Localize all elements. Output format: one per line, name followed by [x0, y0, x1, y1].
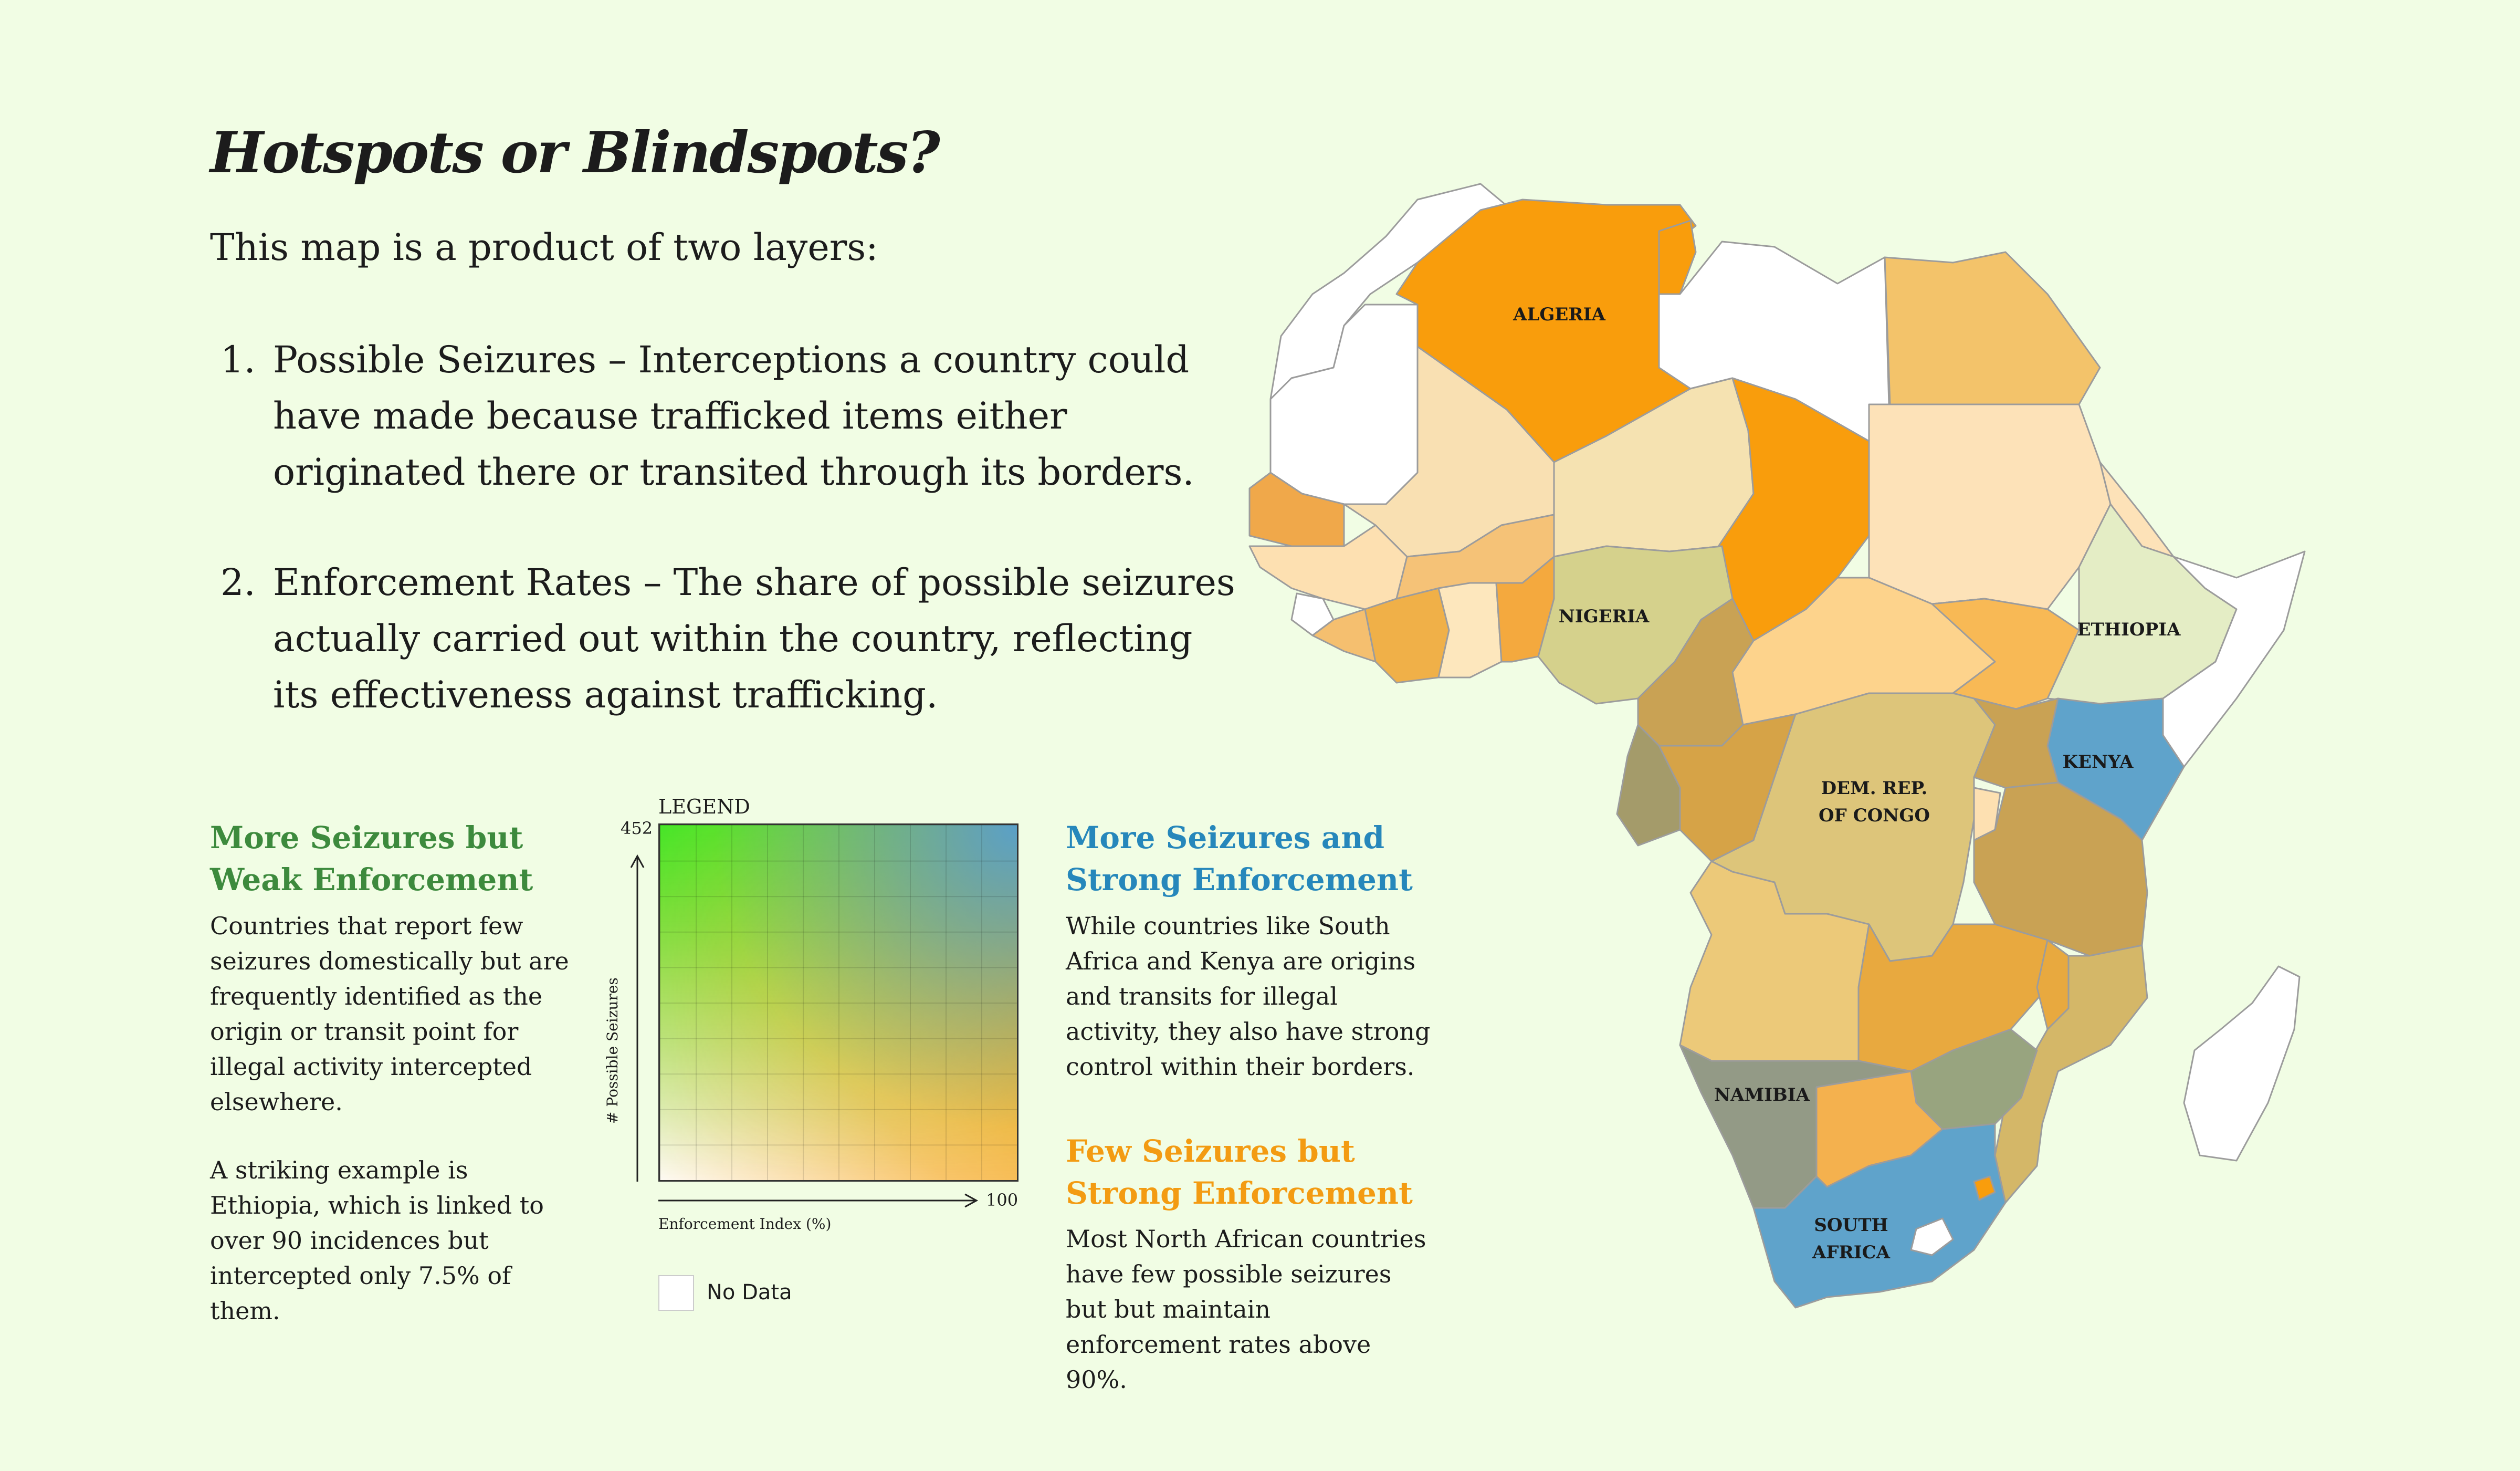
layer-description: Possible Seizures – Interceptions a coun…	[273, 338, 1194, 494]
country-madagascar[interactable]	[2183, 965, 2301, 1162]
legend-axis-arrows	[630, 854, 979, 1208]
layer-number: 2.	[220, 561, 256, 604]
country-south-sudan[interactable]	[1931, 598, 2080, 710]
label-drc-line1: DEM. REP.	[1821, 778, 1928, 799]
legend-blue-gradient	[660, 825, 1017, 1180]
country-egypt[interactable]	[1884, 251, 2101, 405]
legend-x-label: Enforcement Index (%)	[658, 1215, 832, 1233]
country-senegal[interactable]	[1248, 472, 1345, 547]
legend-title: LEGEND	[658, 795, 750, 818]
label-south-africa-line2: AFRICA	[1812, 1242, 1891, 1263]
label-kenya: KENYA	[2062, 752, 2134, 773]
layer-number: 1.	[220, 338, 256, 381]
legend-y-label: # Possible Seizures	[604, 977, 621, 1124]
legend-x-arrowhead	[964, 1193, 979, 1208]
label-south-africa-line1: SOUTH	[1814, 1215, 1888, 1236]
green-quadrant-body: Countries that report few seizures domes…	[210, 912, 569, 1116]
label-namibia: NAMIBIA	[1714, 1084, 1810, 1105]
legend-bivariate-grid	[658, 823, 1018, 1182]
blue-quadrant-heading: More Seizures and Strong Enforcement	[1066, 820, 1413, 898]
country-eswatini[interactable]	[1973, 1175, 1996, 1201]
layer-description: Enforcement Rates – The share of possibl…	[273, 561, 1235, 716]
legend-y-max: 452	[621, 818, 653, 838]
page-title: Hotspots or Blindspots?	[210, 120, 940, 186]
legend-x-max: 100	[986, 1190, 1018, 1210]
green-quadrant-heading: More Seizures but Weak Enforcement	[210, 820, 533, 898]
label-algeria: ALGERIA	[1513, 304, 1605, 325]
country-tunisia[interactable]	[1658, 220, 1697, 295]
orange-quadrant-body: Most North African countries have few po…	[1066, 1225, 1426, 1394]
intro-text: This map is a product of two layers:	[210, 226, 878, 269]
label-nigeria: NIGERIA	[1559, 606, 1650, 627]
label-drc-line2: OF CONGO	[1819, 805, 1930, 826]
country-ghana[interactable]	[1437, 582, 1503, 679]
country-sudan[interactable]	[1868, 403, 2112, 610]
country-mozambique[interactable]	[1994, 944, 2148, 1204]
country-south-africa[interactable]	[1752, 1123, 2007, 1309]
country-lesotho[interactable]	[1910, 1217, 1954, 1256]
blue-quadrant-body: While countries like South Africa and Ke…	[1066, 912, 1431, 1081]
legend-gridlines	[660, 825, 1017, 1180]
layer-item-possible-seizures: 1. Possible Seizures – Interceptions a c…	[220, 332, 1250, 500]
africa-map: ALGERIA NIGERIA ETHIOPIA KENYA DEM. REP.…	[1248, 183, 2306, 1309]
orange-quadrant-heading: Few Seizures but Strong Enforcement	[1066, 1133, 1413, 1211]
legend-y-arrowhead	[630, 854, 645, 868]
no-data-label: No Data	[707, 1280, 792, 1305]
layer-item-enforcement-rates: 2. Enforcement Rates – The share of poss…	[220, 555, 1250, 723]
green-quadrant-example: A striking example is Ethiopia, which is…	[210, 1156, 544, 1325]
label-ethiopia: ETHIOPIA	[2077, 619, 2181, 640]
no-data-swatch	[658, 1275, 694, 1311]
